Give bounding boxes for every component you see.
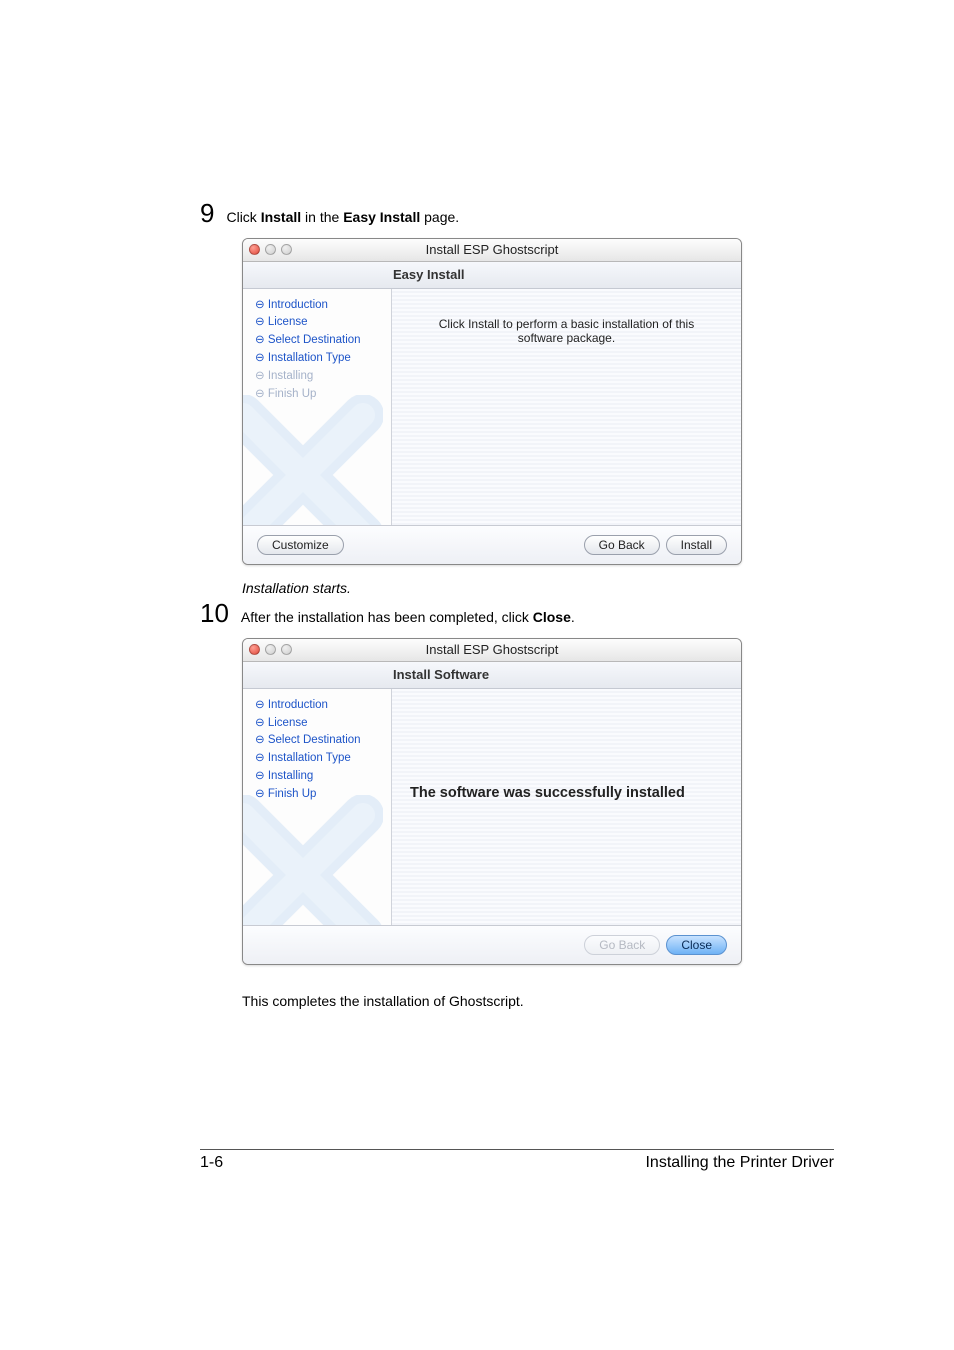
- button-bar: Customize Go Back Install: [243, 525, 741, 564]
- label: Finish Up: [268, 788, 317, 800]
- label: Installation Type: [268, 352, 351, 364]
- page-footer: 1-6 Installing the Printer Driver: [200, 1149, 834, 1172]
- label: Installing: [268, 370, 313, 382]
- step9-number: 9: [200, 200, 214, 226]
- text: in the: [301, 209, 343, 225]
- label: License: [268, 316, 308, 328]
- bold-close: Close: [533, 609, 571, 625]
- body-text-line2: software package.: [410, 331, 723, 345]
- macosx-background-icon: [243, 395, 383, 525]
- footer-title: Installing the Printer Driver: [645, 1154, 834, 1172]
- sidebar: ⊖ Introduction ⊖ License ⊖ Select Destin…: [243, 689, 391, 925]
- text: After the installation has been complete…: [241, 609, 533, 625]
- label: Installing: [268, 770, 313, 782]
- installer-window-easy-install: Install ESP Ghostscript Easy Install ⊖ I…: [242, 238, 742, 565]
- sidebar-item-installing: ⊖ Installing: [255, 368, 385, 386]
- banner: Easy Install: [243, 262, 741, 289]
- sidebar-item-finish-up: ⊖ Finish Up: [255, 386, 385, 404]
- installation-starts-text: Installation starts.: [242, 579, 834, 599]
- bold-easy-install: Easy Install: [343, 209, 420, 225]
- label: Introduction: [268, 699, 328, 711]
- installer-window-install-software: Install ESP Ghostscript Install Software…: [242, 638, 742, 965]
- label: Select Destination: [268, 334, 361, 346]
- completion-text: This completes the installation of Ghost…: [242, 993, 834, 1009]
- text: Click: [226, 209, 260, 225]
- titlebar: Install ESP Ghostscript: [243, 639, 741, 662]
- body-text-line1: Click Install to perform a basic install…: [410, 317, 723, 331]
- text: .: [571, 609, 575, 625]
- main-pane: The software was successfully installed: [391, 689, 741, 925]
- sidebar-item-license: ⊖ License: [255, 314, 385, 332]
- button-bar: Go Back Close: [243, 925, 741, 964]
- step10-text: After the installation has been complete…: [241, 608, 575, 628]
- sidebar-item-finish-up: ⊖ Finish Up: [255, 786, 385, 804]
- customize-button[interactable]: Customize: [257, 535, 344, 555]
- main-pane: Click Install to perform a basic install…: [391, 289, 741, 525]
- go-back-button: Go Back: [584, 935, 660, 955]
- label: Introduction: [268, 299, 328, 311]
- close-button[interactable]: Close: [666, 935, 727, 955]
- step10-number: 10: [200, 600, 229, 626]
- window-title: Install ESP Ghostscript: [243, 242, 741, 257]
- step-10: 10 After the installation has been compl…: [200, 600, 834, 628]
- install-button[interactable]: Install: [666, 535, 727, 555]
- banner: Install Software: [243, 662, 741, 689]
- success-message: The software was successfully installed: [410, 785, 723, 801]
- label: Finish Up: [268, 388, 317, 400]
- macosx-background-icon: [243, 795, 383, 925]
- sidebar: ⊖ Introduction ⊖ License ⊖ Select Destin…: [243, 289, 391, 525]
- sidebar-item-license: ⊖ License: [255, 715, 385, 733]
- label: Select Destination: [268, 734, 361, 746]
- step9-text: Click Install in the Easy Install page.: [226, 208, 459, 228]
- text: page.: [420, 209, 459, 225]
- label: Installation Type: [268, 752, 351, 764]
- label: License: [268, 717, 308, 729]
- bold-install: Install: [261, 209, 301, 225]
- sidebar-item-installation-type: ⊖ Installation Type: [255, 750, 385, 768]
- sidebar-item-installing: ⊖ Installing: [255, 768, 385, 786]
- sidebar-item-select-destination: ⊖ Select Destination: [255, 732, 385, 750]
- titlebar: Install ESP Ghostscript: [243, 239, 741, 262]
- sidebar-item-select-destination: ⊖ Select Destination: [255, 332, 385, 350]
- sidebar-item-installation-type: ⊖ Installation Type: [255, 350, 385, 368]
- sidebar-item-introduction: ⊖ Introduction: [255, 697, 385, 715]
- page-number: 1-6: [200, 1154, 223, 1172]
- sidebar-item-introduction: ⊖ Introduction: [255, 297, 385, 315]
- step-9: 9 Click Install in the Easy Install page…: [200, 200, 834, 228]
- window-title: Install ESP Ghostscript: [243, 642, 741, 657]
- go-back-button[interactable]: Go Back: [584, 535, 660, 555]
